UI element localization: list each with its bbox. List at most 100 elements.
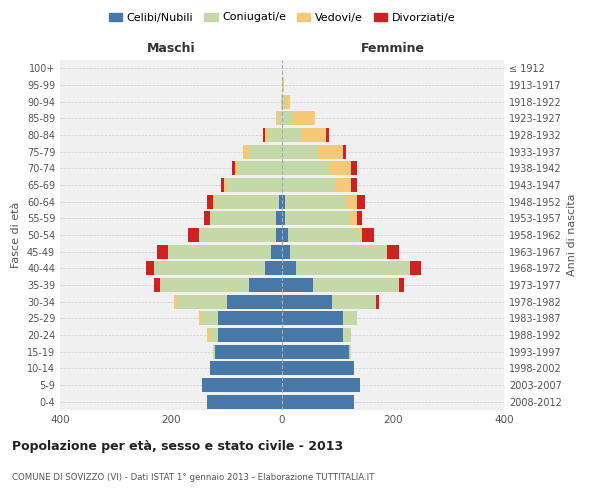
Bar <box>282 261 296 276</box>
Bar <box>282 94 285 109</box>
Bar <box>154 278 160 292</box>
Bar <box>243 144 249 159</box>
Bar <box>174 294 176 308</box>
Bar <box>282 244 290 259</box>
Bar <box>281 94 282 109</box>
Bar <box>265 128 268 142</box>
Bar <box>282 178 335 192</box>
Bar <box>329 162 352 175</box>
Bar <box>265 261 282 276</box>
Bar <box>282 328 343 342</box>
Bar <box>204 211 210 226</box>
Text: COMUNE DI SOVIZZO (VI) - Dati ISTAT 1° gennaio 2013 - Elaborazione TUTTITALIA.IT: COMUNE DI SOVIZZO (VI) - Dati ISTAT 1° g… <box>12 473 374 482</box>
Bar <box>285 94 290 109</box>
Bar <box>283 78 284 92</box>
Bar <box>176 294 227 308</box>
Y-axis label: Anni di nascita: Anni di nascita <box>567 194 577 276</box>
Bar <box>207 394 282 409</box>
Bar <box>282 311 343 326</box>
Bar <box>207 194 212 209</box>
Bar <box>332 294 376 308</box>
Bar <box>157 244 168 259</box>
Text: Maschi: Maschi <box>146 42 196 55</box>
Bar <box>249 144 282 159</box>
Bar <box>199 311 202 326</box>
Bar <box>343 311 357 326</box>
Bar <box>221 178 224 192</box>
Bar <box>349 344 352 359</box>
Bar <box>282 162 329 175</box>
Bar <box>282 194 285 209</box>
Bar <box>207 328 210 342</box>
Bar <box>296 261 410 276</box>
Bar <box>277 211 282 226</box>
Bar <box>210 211 277 226</box>
Bar <box>268 128 282 142</box>
Bar <box>352 162 357 175</box>
Bar <box>360 228 362 242</box>
Bar <box>398 278 404 292</box>
Bar <box>313 278 398 292</box>
Bar <box>238 162 282 175</box>
Bar <box>388 244 398 259</box>
Bar <box>232 162 235 175</box>
Bar <box>282 112 293 126</box>
Bar <box>227 294 282 308</box>
Bar <box>218 311 282 326</box>
Bar <box>282 378 360 392</box>
Bar <box>282 228 287 242</box>
Bar <box>362 228 374 242</box>
Bar <box>282 361 354 376</box>
Bar <box>271 244 282 259</box>
Bar <box>282 128 301 142</box>
Bar <box>202 311 218 326</box>
Y-axis label: Fasce di età: Fasce di età <box>11 202 21 268</box>
Bar <box>282 294 332 308</box>
Bar <box>335 178 352 192</box>
Bar <box>282 78 283 92</box>
Bar <box>357 194 365 209</box>
Bar <box>227 178 282 192</box>
Bar <box>410 261 421 276</box>
Bar <box>277 112 279 126</box>
Bar <box>352 178 357 192</box>
Bar <box>277 228 282 242</box>
Bar <box>279 194 282 209</box>
Bar <box>376 294 379 308</box>
Bar <box>215 194 279 209</box>
Bar <box>349 211 357 226</box>
Text: Popolazione per età, sesso e stato civile - 2013: Popolazione per età, sesso e stato civil… <box>12 440 343 453</box>
Bar <box>282 211 285 226</box>
Bar <box>357 211 362 226</box>
Bar <box>168 244 271 259</box>
Bar <box>326 128 329 142</box>
Bar <box>160 278 249 292</box>
Bar <box>285 194 346 209</box>
Bar <box>212 194 215 209</box>
Bar <box>263 128 265 142</box>
Bar <box>249 278 282 292</box>
Bar <box>290 244 388 259</box>
Bar <box>235 162 238 175</box>
Bar <box>215 344 282 359</box>
Legend: Celibi/Nubili, Coniugati/e, Vedovi/e, Divorziati/e: Celibi/Nubili, Coniugati/e, Vedovi/e, Di… <box>104 8 460 27</box>
Bar <box>146 261 154 276</box>
Bar <box>343 144 346 159</box>
Bar <box>282 344 349 359</box>
Bar <box>293 112 316 126</box>
Bar <box>188 228 199 242</box>
Bar <box>154 261 265 276</box>
Bar <box>210 328 218 342</box>
Bar <box>282 394 354 409</box>
Bar <box>287 228 360 242</box>
Bar <box>224 178 227 192</box>
Bar <box>279 112 282 126</box>
Bar <box>218 328 282 342</box>
Bar <box>318 144 343 159</box>
Bar <box>202 378 282 392</box>
Bar <box>282 278 313 292</box>
Bar <box>199 228 277 242</box>
Bar <box>210 361 282 376</box>
Bar <box>346 194 357 209</box>
Bar <box>282 144 318 159</box>
